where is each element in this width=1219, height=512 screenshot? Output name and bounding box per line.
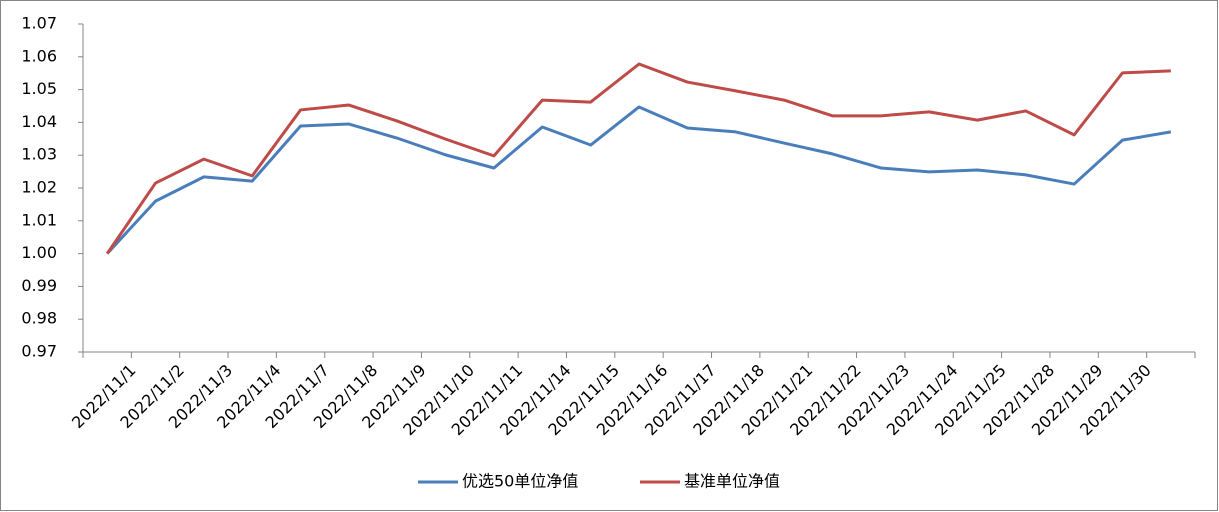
y-tick-label: 0.97: [21, 342, 57, 361]
y-tick-label: 1.05: [21, 79, 57, 98]
series-line: [106, 105, 1172, 255]
legend-label: 优选50单位净值: [462, 472, 578, 491]
y-tick-label: 0.99: [21, 276, 57, 295]
y-tick-label: 0.98: [21, 309, 57, 328]
y-tick-label: 1.03: [21, 145, 57, 164]
y-tick-label: 1.00: [21, 243, 57, 262]
y-tick-label: 1.06: [21, 46, 57, 65]
y-tick-label: 1.02: [21, 178, 57, 197]
series-line: [105, 62, 1171, 255]
y-tick-label: 1.01: [21, 210, 57, 229]
legend-label: 基准单位净值: [684, 472, 780, 491]
y-tick-label: 1.04: [21, 112, 57, 131]
y-tick-label: 1.07: [21, 14, 57, 33]
